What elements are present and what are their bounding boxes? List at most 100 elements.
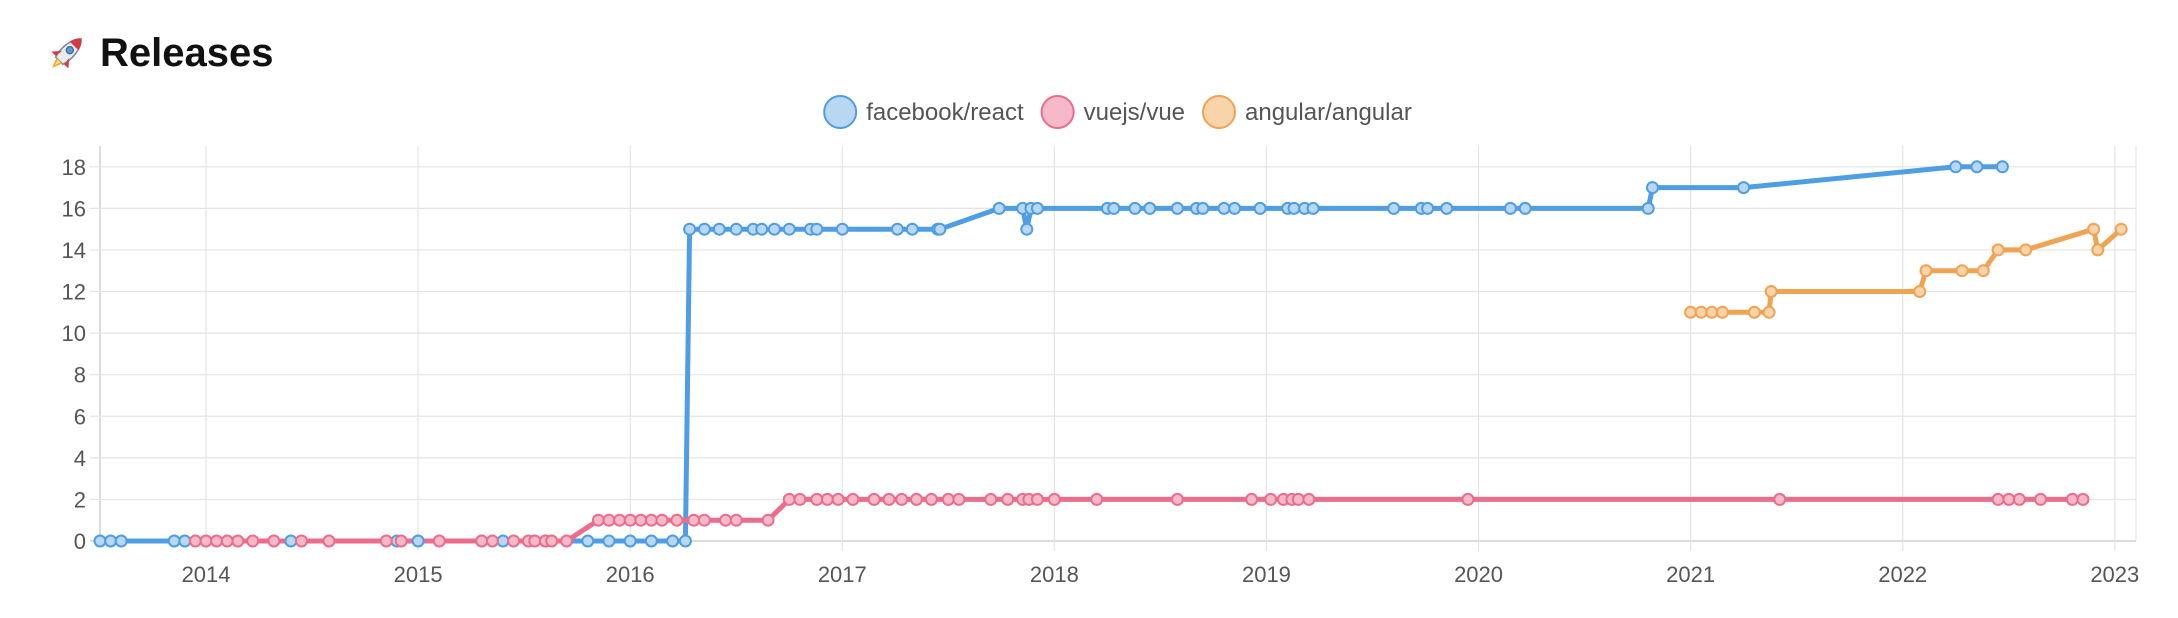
data-point bbox=[2087, 222, 2101, 236]
data-point bbox=[697, 513, 711, 527]
data-point bbox=[591, 513, 605, 527]
legend-marker bbox=[1202, 95, 1237, 129]
series-points bbox=[93, 160, 2128, 548]
data-point bbox=[1306, 201, 1320, 215]
data-point bbox=[93, 534, 107, 548]
data-point bbox=[602, 534, 616, 548]
data-point bbox=[1047, 492, 1061, 506]
legend-marker bbox=[1040, 95, 1075, 129]
data-point bbox=[104, 534, 118, 548]
x-tick-label: 2021 bbox=[1666, 562, 1715, 587]
y-tick-label: 10 bbox=[62, 321, 86, 346]
data-point bbox=[890, 222, 904, 236]
legend-label: vuejs/vue bbox=[1084, 99, 1185, 126]
data-point bbox=[729, 222, 743, 236]
data-point bbox=[1440, 201, 1454, 215]
series-line bbox=[192, 496, 2086, 544]
data-point bbox=[719, 513, 733, 527]
data-point bbox=[1995, 160, 2009, 174]
data-point bbox=[613, 513, 627, 527]
data-point bbox=[1503, 201, 1517, 215]
data-point bbox=[199, 534, 213, 548]
data-point bbox=[560, 534, 574, 548]
x-tick-label: 2020 bbox=[1454, 562, 1503, 587]
data-point bbox=[1970, 160, 1984, 174]
x-axis-ticks: 2014 2015 2016 2017 2018 2019 2020 2021 2022 2023 bbox=[182, 562, 2140, 587]
legend-marker bbox=[823, 95, 858, 129]
data-point bbox=[1919, 264, 1933, 278]
data-point bbox=[1762, 305, 1776, 319]
data-point bbox=[992, 201, 1006, 215]
series-line bbox=[1688, 226, 2124, 315]
data-point bbox=[1128, 201, 1142, 215]
data-point bbox=[2034, 492, 2048, 506]
data-point bbox=[755, 222, 769, 236]
data-point bbox=[1991, 492, 2005, 506]
data-point bbox=[820, 492, 834, 506]
data-point bbox=[485, 534, 499, 548]
x-tick-label: 2018 bbox=[1030, 562, 1079, 587]
data-point bbox=[910, 492, 923, 506]
data-point bbox=[895, 492, 909, 506]
y-tick-label: 16 bbox=[62, 196, 86, 221]
data-point bbox=[1287, 201, 1301, 215]
data-point bbox=[905, 222, 919, 236]
data-point bbox=[1461, 492, 1475, 506]
data-point bbox=[644, 513, 658, 527]
data-point bbox=[687, 513, 701, 527]
data-point bbox=[666, 534, 680, 548]
data-point bbox=[1737, 181, 1751, 195]
data-point bbox=[634, 513, 648, 527]
data-point bbox=[767, 222, 781, 236]
data-point bbox=[933, 222, 947, 236]
data-point bbox=[284, 534, 298, 548]
data-point bbox=[1291, 492, 1305, 506]
legend-label: facebook/react bbox=[866, 99, 1024, 126]
data-point bbox=[1253, 201, 1267, 215]
x-tick-label: 2014 bbox=[182, 562, 231, 587]
data-point bbox=[846, 492, 860, 506]
y-tick-label: 8 bbox=[74, 363, 86, 388]
data-point bbox=[394, 534, 408, 548]
data-point bbox=[2019, 243, 2033, 257]
data-point bbox=[1387, 201, 1401, 215]
data-point bbox=[528, 534, 542, 548]
y-tick-label: 12 bbox=[62, 280, 86, 305]
y-tick-label: 18 bbox=[62, 155, 86, 180]
data-point bbox=[2065, 492, 2079, 506]
data-point bbox=[1694, 305, 1708, 319]
data-point bbox=[623, 513, 637, 527]
data-point bbox=[670, 513, 684, 527]
data-point bbox=[2012, 492, 2026, 506]
data-point bbox=[1170, 492, 1184, 506]
legend-label: angular/angular bbox=[1245, 99, 1412, 126]
data-point bbox=[761, 513, 775, 527]
data-point bbox=[623, 534, 637, 548]
data-point bbox=[1747, 305, 1761, 319]
data-point bbox=[114, 534, 128, 548]
data-point bbox=[835, 222, 849, 236]
data-point bbox=[2076, 492, 2090, 506]
data-point bbox=[1228, 201, 1242, 215]
page-header: Releases bbox=[44, 30, 273, 76]
data-point bbox=[246, 534, 260, 548]
data-point bbox=[267, 534, 281, 548]
data-point bbox=[1090, 492, 1104, 506]
rocket-icon bbox=[51, 38, 82, 69]
x-tick-label: 2019 bbox=[1242, 562, 1291, 587]
data-point bbox=[1773, 492, 1787, 506]
data-point bbox=[1955, 264, 1969, 278]
data-point bbox=[475, 534, 489, 548]
y-axis-ticks: 0 2 4 6 8 10 12 14 16 18 bbox=[62, 155, 86, 554]
data-point bbox=[941, 492, 955, 506]
data-point bbox=[924, 492, 938, 506]
data-point bbox=[984, 492, 998, 506]
data-point bbox=[644, 534, 658, 548]
data-point bbox=[411, 534, 425, 548]
data-point bbox=[1949, 160, 1963, 174]
data-point bbox=[379, 534, 393, 548]
data-point bbox=[1264, 492, 1278, 506]
data-point bbox=[322, 534, 336, 548]
data-point bbox=[1170, 201, 1184, 215]
data-point bbox=[2002, 492, 2016, 506]
